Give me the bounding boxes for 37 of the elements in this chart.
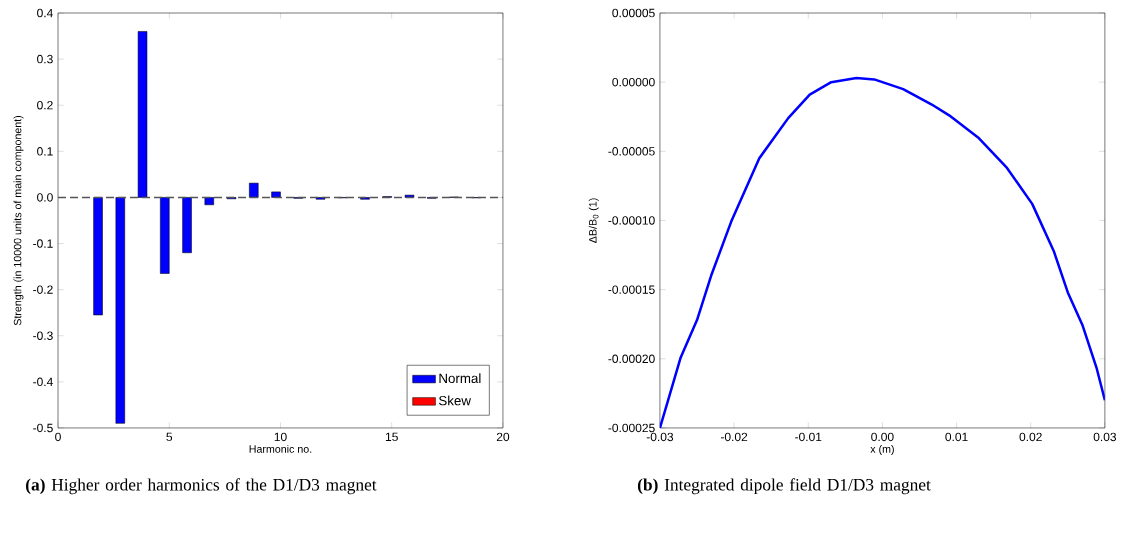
x-tick-label: 0.02 xyxy=(1019,432,1042,442)
x-tick-label: -0.03 xyxy=(646,432,674,442)
legend-label: Normal xyxy=(439,373,481,384)
y-tick-label: 0.1 xyxy=(37,147,53,156)
x-axis-title: x (m) xyxy=(870,445,894,455)
y-tick-label: -0.00005 xyxy=(608,147,655,156)
x-tick-label: 15 xyxy=(385,432,398,442)
x-tick-label: 0.03 xyxy=(1093,432,1117,442)
legend-label: Skew xyxy=(438,395,471,406)
y-tick-label: -0.4 xyxy=(33,377,53,387)
x-tick-label: 0 xyxy=(55,432,61,442)
x-tick-label: 5 xyxy=(166,432,173,442)
y-tick-label: -0.00025 xyxy=(608,423,655,433)
text: (b) Integrated dipole field D1/D3 magnet xyxy=(637,478,931,495)
y-axis-title: Strength (in 10000 units of main component) xyxy=(13,115,24,326)
y-tick-label: -0.5 xyxy=(33,423,53,433)
y-tick-label: 0.00005 xyxy=(612,8,655,18)
y-tick-label: -0.1 xyxy=(33,239,53,248)
x-axis-title: Harmonic no. xyxy=(249,445,312,453)
x-tick-label: 10 xyxy=(274,432,287,442)
y-axis-title: ΔB/B$_{0}$ (1) xyxy=(588,198,599,243)
y-tick-label: -0.3 xyxy=(33,331,53,341)
x-tick-label: 20 xyxy=(496,432,510,442)
x-tick-label: -0.01 xyxy=(795,432,822,442)
y-tick-label: -0.00015 xyxy=(608,285,655,294)
x-tick-label: 0.01 xyxy=(945,432,968,442)
y-tick-label: -0.00010 xyxy=(608,216,655,225)
x-tick-label: -0.02 xyxy=(720,432,748,442)
y-tick-label: 0.4 xyxy=(37,8,53,18)
y-tick-label: 0.0 xyxy=(37,193,53,202)
x-tick-label: 0.00 xyxy=(871,432,894,442)
text: (a) Higher order harmonics of the D1/D3 magnet xyxy=(26,478,377,495)
y-tick-label: 0.3 xyxy=(37,54,53,64)
y-tick-label: 0.2 xyxy=(37,100,53,110)
y-tick-label: -0.00020 xyxy=(608,354,655,364)
y-tick-label: -0.2 xyxy=(33,285,53,294)
y-tick-label: 0.00000 xyxy=(612,77,655,87)
